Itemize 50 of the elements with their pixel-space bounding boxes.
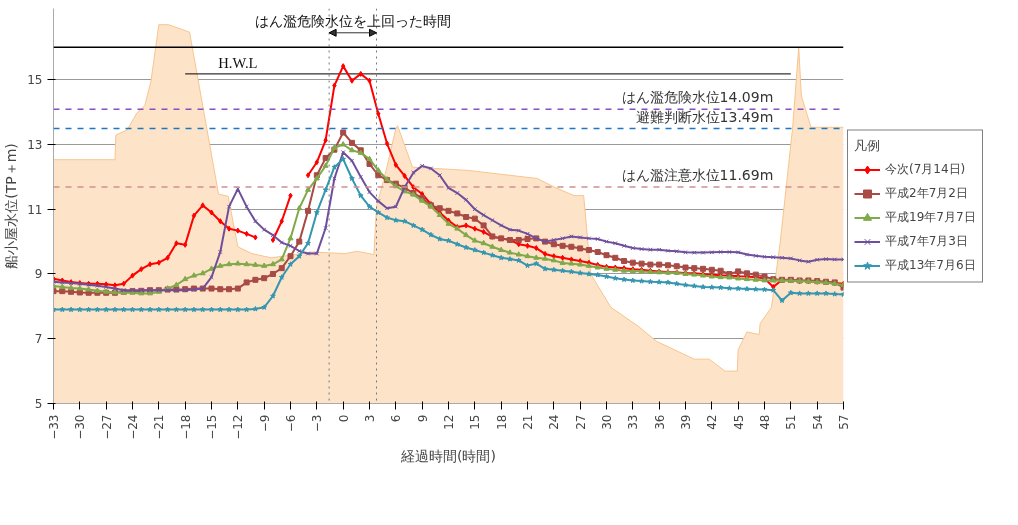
annotation: はん濫危険水位を上回った時間 bbox=[254, 12, 451, 29]
ref-line-label: はん濫危険水位14.09m bbox=[621, 89, 774, 106]
x-tick-label: −24 bbox=[126, 414, 140, 440]
x-tick-label: −21 bbox=[152, 414, 167, 440]
x-tick-label: 15 bbox=[468, 414, 483, 430]
y-tick-label: 5 bbox=[34, 397, 43, 411]
x-tick-label: −12 bbox=[231, 414, 246, 440]
x-tick-label: 9 bbox=[415, 414, 430, 423]
legend-label: 平成19年7月7日 bbox=[885, 208, 976, 226]
y-tick-label: 11 bbox=[27, 202, 43, 217]
x-tick-label: 45 bbox=[731, 414, 746, 430]
x-tick-label: 3 bbox=[363, 414, 377, 423]
y-tick-label: 15 bbox=[27, 73, 43, 88]
x-tick-label: 6 bbox=[389, 414, 404, 423]
x-tick-label: 42 bbox=[705, 414, 720, 430]
legend-label: 平成7年7月3日 bbox=[885, 232, 969, 250]
x-tick-label: 36 bbox=[652, 414, 667, 430]
x-tick-label: 27 bbox=[573, 414, 588, 430]
y-tick-label: 9 bbox=[34, 267, 43, 282]
ref-line-label: 避難判断水位13.49m bbox=[635, 108, 774, 125]
annotation: H.W.L bbox=[218, 54, 258, 71]
x-tick-label: 39 bbox=[679, 414, 693, 430]
y-axis-title: 船小屋水位(TP＋m) bbox=[3, 143, 20, 269]
legend-title: 凡例 bbox=[854, 136, 881, 154]
x-tick-label: 0 bbox=[336, 414, 351, 423]
x-tick-label: 30 bbox=[600, 414, 614, 430]
x-tick-label: 12 bbox=[442, 414, 456, 430]
legend-label: 平成2年7月2日 bbox=[885, 184, 969, 202]
x-tick-label: 33 bbox=[626, 414, 641, 430]
x-tick-label: −18 bbox=[178, 414, 193, 440]
x-tick-label: −6 bbox=[284, 414, 298, 433]
x-tick-label: 18 bbox=[494, 414, 509, 430]
x-tick-label: −3 bbox=[310, 414, 325, 433]
x-tick-label: 24 bbox=[547, 414, 562, 430]
legend-label: 平成13年7月6日 bbox=[885, 256, 976, 274]
x-tick-label: −27 bbox=[99, 414, 114, 440]
x-tick-label: 21 bbox=[521, 414, 535, 430]
legend-label: 今次(7月14日) bbox=[885, 160, 967, 178]
x-tick-label: 51 bbox=[784, 414, 799, 430]
y-tick-label: 13 bbox=[27, 137, 43, 152]
ref-line-label: はん濫注意水位11.69m bbox=[621, 166, 774, 183]
x-tick-label: 57 bbox=[837, 414, 851, 430]
x-tick-label: 54 bbox=[810, 414, 825, 430]
x-tick-label: −15 bbox=[205, 414, 219, 440]
x-tick-label: 48 bbox=[758, 414, 772, 430]
x-tick-label: −33 bbox=[47, 414, 61, 440]
x-tick-label: −9 bbox=[257, 414, 272, 433]
x-axis-title: 経過時間(時間) bbox=[400, 447, 496, 464]
y-tick-label: 7 bbox=[34, 332, 43, 347]
x-tick-label: −30 bbox=[73, 414, 88, 440]
